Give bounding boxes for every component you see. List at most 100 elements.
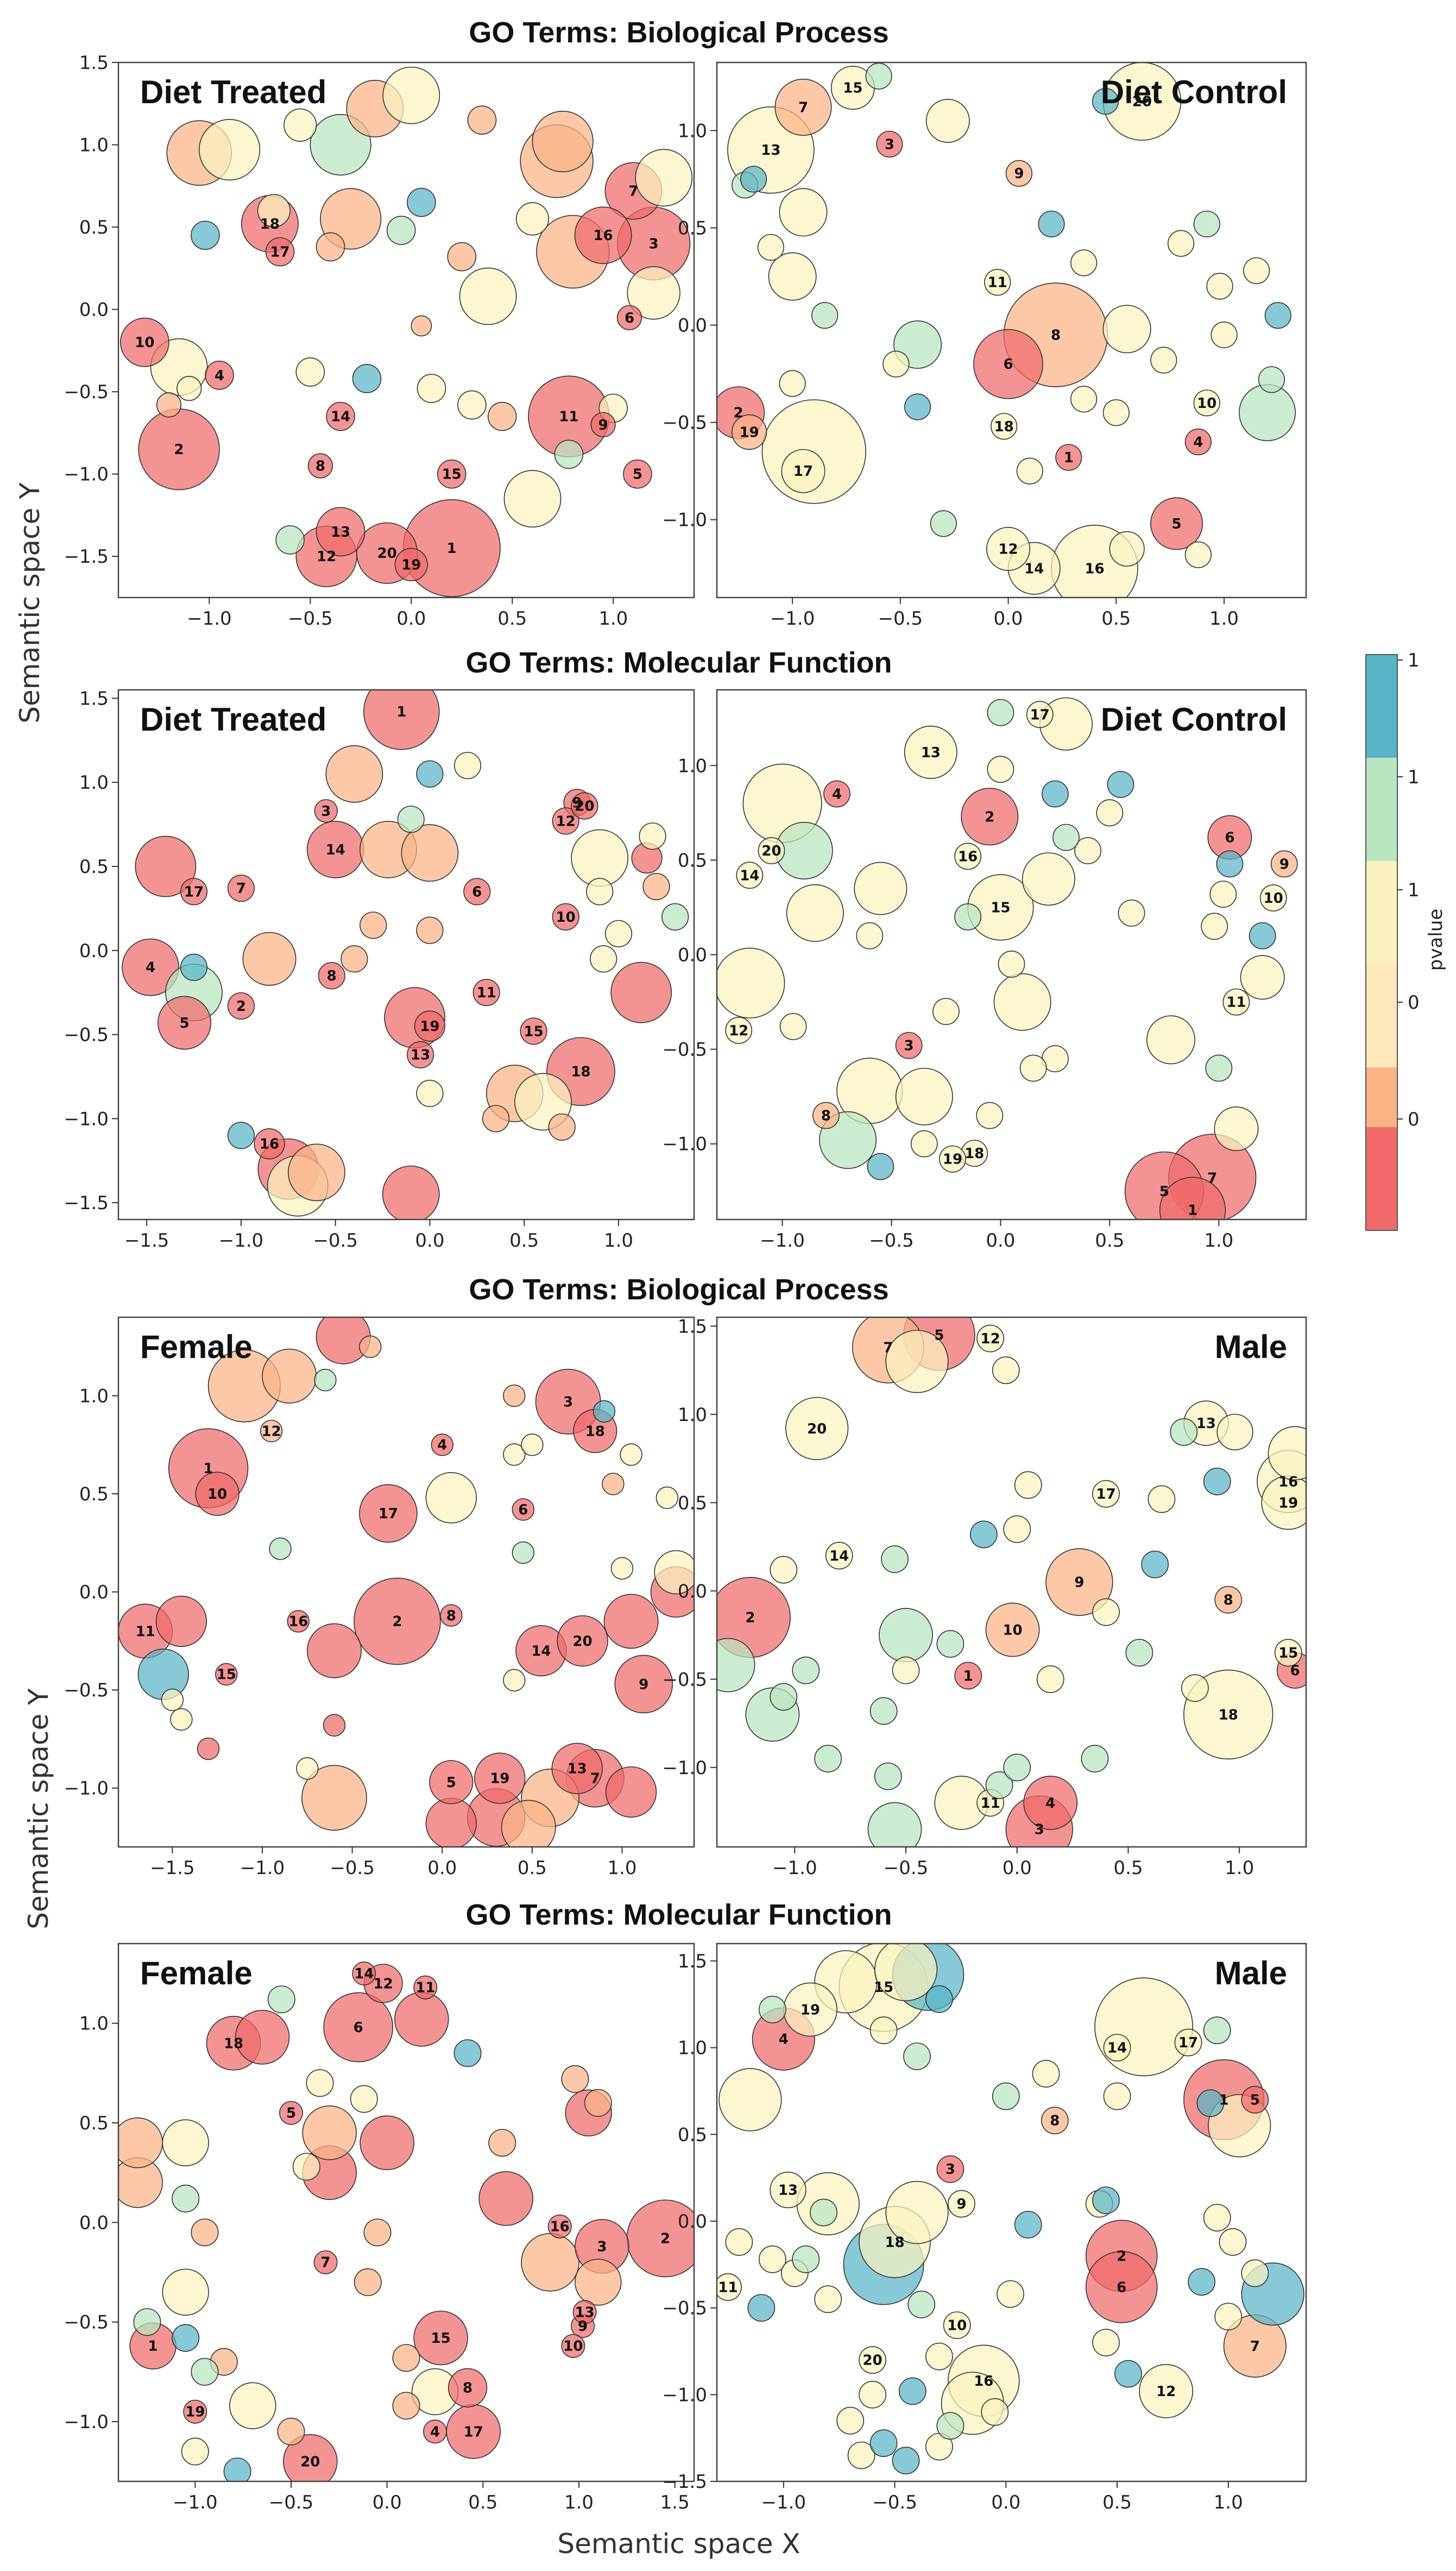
bubble-label-19: 19 xyxy=(943,1152,962,1168)
bubble xyxy=(1219,2228,1247,2256)
bubble xyxy=(740,166,767,193)
bubble xyxy=(603,1594,659,1649)
bubble xyxy=(856,922,884,950)
bubble xyxy=(859,2380,887,2409)
bubble-term-10 xyxy=(943,2311,971,2340)
bubble xyxy=(747,2294,776,2322)
bubble-label-4: 4 xyxy=(146,960,155,976)
bubble-label-4: 4 xyxy=(215,368,224,384)
y-tick-label-7-4: 0.5 xyxy=(678,2124,707,2146)
bubble xyxy=(903,2042,931,2071)
bubble xyxy=(847,2441,875,2469)
bubble xyxy=(1241,2259,1269,2287)
bubble-term-20 xyxy=(785,1397,849,1460)
y-tick-label-4-4: 1.0 xyxy=(79,1385,109,1407)
bubble-label-9: 9 xyxy=(1014,166,1024,182)
x-tick-label-6-0: −1.0 xyxy=(173,2492,218,2513)
bubble-label-9: 9 xyxy=(1074,1575,1084,1591)
bubble-term-4 xyxy=(1184,428,1212,456)
bubble xyxy=(503,1384,526,1407)
bubble-label-4: 4 xyxy=(430,2424,440,2440)
bubble xyxy=(269,1537,292,1560)
bubble-term-12 xyxy=(976,1324,1005,1353)
y-tick-label-7-2: −0.5 xyxy=(662,2298,707,2319)
y-tick-label-6-4: 1.0 xyxy=(79,2013,109,2035)
bubble xyxy=(867,1802,922,1847)
bubble-label-1: 1 xyxy=(963,1668,973,1684)
bubble-label-15: 15 xyxy=(217,1667,236,1683)
bubble xyxy=(1107,771,1134,799)
bubble-label-7: 7 xyxy=(590,1771,600,1787)
bubble xyxy=(885,1330,949,1393)
bubble xyxy=(627,266,680,320)
bubble xyxy=(869,2429,898,2457)
bubble-label-13: 13 xyxy=(921,745,941,761)
bubble xyxy=(586,878,614,906)
bubble xyxy=(1209,881,1237,908)
bubble-label-6: 6 xyxy=(1117,2279,1126,2296)
bubble-label-10: 10 xyxy=(1264,890,1283,907)
bubble xyxy=(936,2412,965,2440)
y-tick-label-7-6: 1.5 xyxy=(678,1951,707,1972)
bubble-label-5: 5 xyxy=(934,1328,944,1344)
bubble xyxy=(904,393,931,420)
bubble xyxy=(584,2089,612,2117)
bubble xyxy=(786,884,844,942)
bubble xyxy=(1264,301,1291,329)
y-tick-label-2-4: 0.5 xyxy=(79,856,109,878)
bubble xyxy=(1240,955,1285,1000)
bubble-term-1 xyxy=(363,690,440,750)
bubble-term-6 xyxy=(463,878,491,906)
bubble-term-15 xyxy=(520,1017,547,1045)
bubble xyxy=(1214,1106,1259,1151)
bubble-label-5: 5 xyxy=(1159,1184,1169,1200)
bubble-label-16: 16 xyxy=(288,1614,308,1630)
bubble xyxy=(1205,1054,1233,1082)
bubble xyxy=(1239,384,1296,442)
bubble-label-12: 12 xyxy=(981,1331,1000,1347)
bubble xyxy=(1196,2089,1225,2117)
bubble xyxy=(521,1434,544,1456)
bubble-term-11 xyxy=(717,2273,742,2301)
bubble xyxy=(865,62,892,90)
bubble xyxy=(453,2039,482,2067)
bubble-label-18: 18 xyxy=(260,216,280,232)
bubble-label-17: 17 xyxy=(793,463,813,480)
bubble-label-3: 3 xyxy=(649,236,659,252)
bubble xyxy=(411,315,432,337)
bubble-term-16 xyxy=(574,206,632,265)
panel-frame-7 xyxy=(716,1943,1307,2482)
bubble xyxy=(1184,541,1212,568)
bubble-term-7 xyxy=(774,78,832,136)
bubble xyxy=(229,2382,276,2429)
bubble xyxy=(1081,1745,1109,1772)
bubble xyxy=(532,110,594,173)
y-tick-label-4-2: 0.0 xyxy=(79,1582,109,1604)
bubble xyxy=(981,2398,1009,2426)
y-tick-label-0-6: 1.5 xyxy=(79,52,109,74)
bubble xyxy=(488,2129,516,2157)
bubble xyxy=(571,829,629,887)
y-tick-label-7-3: 0.0 xyxy=(678,2211,707,2233)
bubble-label-18: 18 xyxy=(571,1064,590,1080)
x-tick-label-5-4: 1.0 xyxy=(1225,1857,1254,1879)
x-tick-label-7-2: 0.0 xyxy=(991,2492,1020,2513)
bubble-label-16: 16 xyxy=(260,1136,279,1153)
bubble-term-3 xyxy=(314,799,338,823)
bubble-label-4: 4 xyxy=(832,787,842,803)
bubble-label-14: 14 xyxy=(829,1548,849,1564)
bubble xyxy=(512,1541,534,1564)
panel-label-7: Male xyxy=(1215,1955,1287,1991)
bubble xyxy=(925,1985,953,2013)
bubble xyxy=(1141,1550,1169,1579)
bubble xyxy=(306,1623,362,1679)
bubble xyxy=(811,301,839,329)
bubble-term-13 xyxy=(572,2300,597,2324)
bubble xyxy=(602,1473,625,1495)
panel-frame-6 xyxy=(117,1943,695,2482)
bubble-term-20 xyxy=(859,2346,887,2374)
bubble-term-17 xyxy=(180,878,208,906)
bubble-label-14: 14 xyxy=(354,1966,374,1982)
colorbar-label: pvalue xyxy=(1425,909,1447,971)
